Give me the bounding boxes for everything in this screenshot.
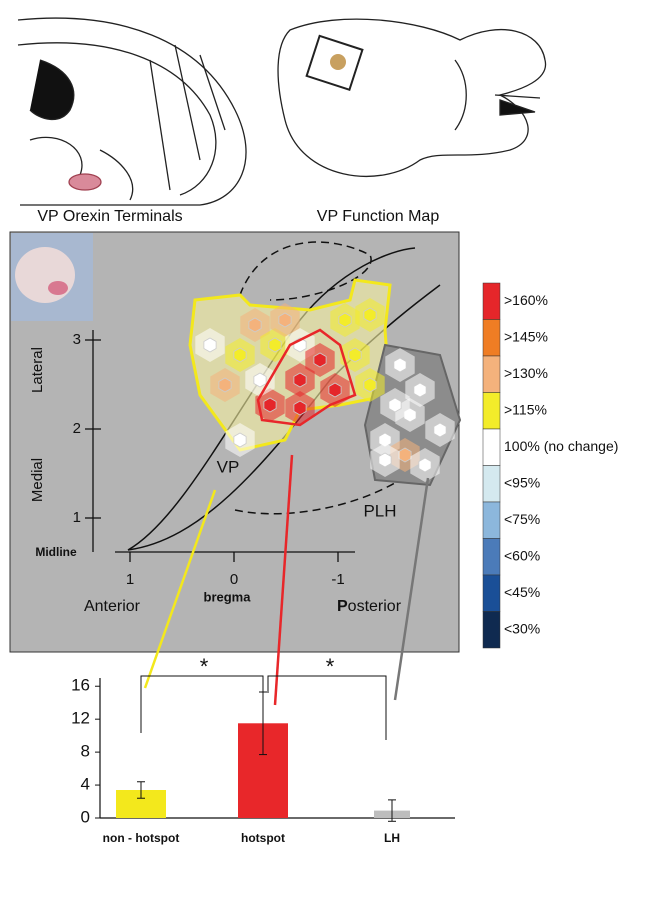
hex-core [389, 398, 401, 412]
legend-label: <75% [504, 511, 540, 527]
hex-core [364, 378, 376, 392]
legend-label: >115% [504, 401, 547, 417]
legend-swatch [483, 575, 500, 612]
photo-mouse [15, 247, 75, 303]
hex-core [294, 373, 306, 387]
figure: VP Orexin Terminals VP Function Map 1231… [0, 0, 659, 900]
y-tick-label: 12 [71, 709, 90, 728]
hex-core [339, 313, 351, 327]
photo-snout [48, 281, 68, 295]
region-label: PLH [363, 501, 396, 520]
y-tick-label: 16 [71, 676, 90, 695]
legend-swatch [483, 612, 500, 649]
legend-swatch [483, 356, 500, 393]
map-y-tick-label: 3 [73, 331, 81, 348]
legend-swatch [483, 466, 500, 503]
legend: >160% >145% >130% >115% 100% (no change) <95%… [483, 283, 618, 648]
hex-core [254, 373, 266, 387]
legend-swatch [483, 502, 500, 539]
hex-core [434, 423, 446, 437]
x-tick-label: hotspot [241, 831, 285, 845]
legend-label: <30% [504, 620, 540, 636]
hex-core [269, 338, 281, 352]
hex-core [419, 458, 431, 472]
legend-label: 100% (no change) [504, 438, 618, 454]
legend-swatch [483, 429, 500, 466]
region-label: VP [217, 457, 240, 476]
hex-core [394, 358, 406, 372]
map-axis-label-initial: P [337, 598, 348, 615]
legend-label: >130% [504, 365, 548, 381]
legend-swatch [483, 283, 500, 320]
hex-core [279, 313, 291, 327]
hex-core [219, 378, 231, 392]
hex-core [234, 348, 246, 362]
hex-core [414, 383, 426, 397]
y-tick-label: 4 [81, 775, 90, 794]
legend-swatch [483, 539, 500, 576]
map-x-tick-label: -1 [331, 571, 344, 588]
map-y-tick-label: 1 [73, 509, 81, 526]
horizontal-sketch [278, 19, 546, 176]
panel-label: VP Orexin Terminals [37, 208, 182, 225]
x-tick-label: LH [384, 831, 400, 845]
map-axis-label: bregma [204, 589, 252, 604]
hex-core [364, 308, 376, 322]
hex-core [294, 401, 306, 415]
legend-label: >145% [504, 328, 548, 344]
hex-core [329, 383, 341, 397]
map-axis-label: Posterior [337, 598, 402, 615]
hex-core [399, 448, 411, 462]
map-axis-label: Medial [29, 458, 46, 502]
y-tick-label: 8 [81, 742, 90, 761]
legend-label: <45% [504, 584, 540, 600]
map-axis-label: Midline [35, 545, 77, 559]
map-y-tick-label: 2 [73, 420, 81, 437]
hex-core [249, 318, 261, 332]
hex-core [204, 338, 216, 352]
map-axis-label-rest: osterior [348, 598, 402, 615]
legend-swatch [483, 320, 500, 357]
sagittal-sketch [18, 18, 246, 205]
map-x-tick-label: 0 [230, 571, 238, 588]
panel-label: VP Function Map [317, 208, 440, 225]
legend-swatch [483, 393, 500, 430]
legend-label: >160% [504, 292, 548, 308]
hex-core [264, 398, 276, 412]
map-axis-label: Anterior [84, 598, 141, 615]
legend-label: <60% [504, 547, 540, 563]
sig-annotation: * [326, 654, 335, 679]
hex-core [349, 348, 361, 362]
map-axis-label: Lateral [29, 347, 46, 393]
hex-core [379, 453, 391, 467]
hex-core [234, 433, 246, 447]
map-x-tick-label: 1 [126, 571, 134, 588]
y-tick-label: 0 [81, 807, 90, 826]
hex-core [314, 353, 326, 367]
x-tick-label: non - hotspot [103, 831, 180, 845]
sig-annotation: * [200, 654, 209, 679]
legend-label: <95% [504, 474, 540, 490]
